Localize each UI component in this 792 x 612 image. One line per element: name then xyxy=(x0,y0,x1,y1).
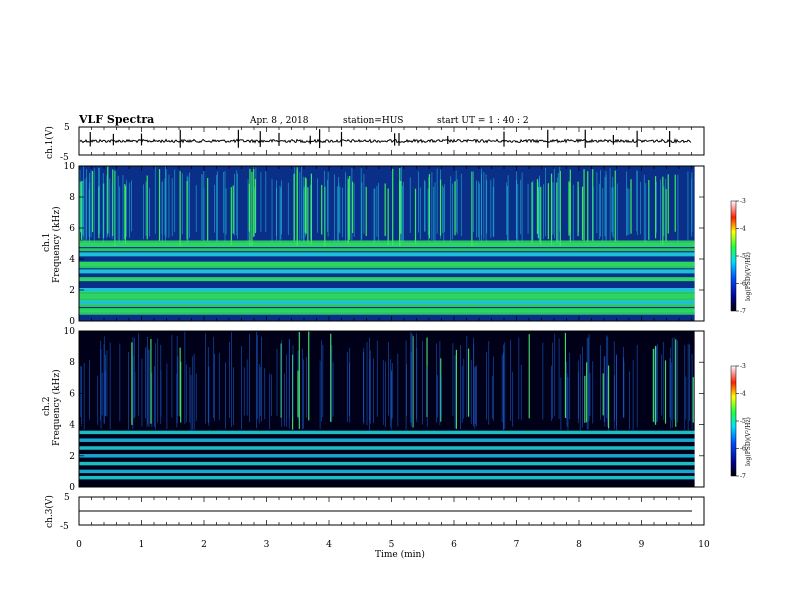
start-time-label: start UT = 1 : 40 : 2 xyxy=(437,116,529,126)
freq-tick-label: 0 xyxy=(69,317,75,327)
spectral-band xyxy=(79,243,695,248)
ch2-spectrogram-image xyxy=(79,331,704,487)
hum-band xyxy=(79,311,695,315)
spectral-band xyxy=(79,475,695,480)
ch3-ytick-top: 5 xyxy=(64,493,70,503)
colorbar-tick-label: -3 xyxy=(740,363,746,370)
ch2-colorbar-scale xyxy=(730,365,737,477)
hum-band xyxy=(79,291,695,295)
freq-tick-label: 6 xyxy=(69,224,75,234)
ch3-waveform-ylabel: ch.3(V) xyxy=(44,495,55,528)
time-tick-label: 8 xyxy=(576,540,582,550)
hum-band xyxy=(79,304,695,307)
spectral-band xyxy=(79,277,695,282)
ch1-freq-ticks: 0 2 4 6 8 10 xyxy=(64,162,704,327)
spectral-band xyxy=(79,446,695,450)
colorbar-tick-label: -6 xyxy=(740,281,746,288)
ch1-spectrogram-ylabel-top: ch.1 xyxy=(42,233,52,252)
time-tick-label: 2 xyxy=(201,540,207,550)
ch1-colorbar-ticks: -3 -4 -5 -6 -7 xyxy=(736,198,746,315)
spectral-band xyxy=(79,461,695,466)
hum-band xyxy=(79,240,695,244)
spectral-band xyxy=(79,308,695,313)
ch3-ytick-bottom: -5 xyxy=(60,522,69,532)
station-label: station=HUS xyxy=(343,116,403,126)
time-tick-label: 4 xyxy=(326,540,332,550)
time-tick-label: 6 xyxy=(451,540,457,550)
ch2-spectrogram-ylabel-top: ch.2 xyxy=(42,397,52,416)
spectral-band xyxy=(79,261,695,266)
ch2-freq-ticks: 0 2 4 6 8 10 xyxy=(64,327,704,493)
freq-tick-label: 10 xyxy=(64,327,76,337)
ch1-waveform-panel: 5 -5 ch.1(V) xyxy=(44,123,705,163)
colorbar-tick-label: -7 xyxy=(740,473,746,480)
time-tick-label: 7 xyxy=(514,540,520,550)
spectral-band xyxy=(79,300,695,305)
time-axis-ticks xyxy=(78,127,705,525)
ch1-colorbar-label: log(PSD)(V²/Hz) xyxy=(745,252,752,301)
ch1-spectrogram-image xyxy=(79,166,704,321)
time-axis-label: Time (min) xyxy=(375,549,425,560)
ch1-waveform-trace xyxy=(79,129,692,149)
ch2-spectrogram-ylabel: Frequency (kHz) xyxy=(51,369,62,446)
time-tick-label: 0 xyxy=(76,540,82,550)
time-tick-label: 3 xyxy=(264,540,270,550)
hum-band xyxy=(79,297,695,301)
no-data-region xyxy=(694,331,704,487)
ch1-ytick-bottom: -5 xyxy=(60,153,69,163)
hum-band xyxy=(79,248,695,252)
figure-title: VLF Spectra xyxy=(78,113,154,126)
no-data-region xyxy=(694,166,704,321)
colorbar-tick-label: -6 xyxy=(740,446,746,453)
ch1-waveform-ylabel: ch.1(V) xyxy=(44,126,55,159)
spectral-band xyxy=(79,469,695,474)
freq-tick-label: 0 xyxy=(69,483,75,493)
freq-tick-label: 4 xyxy=(69,421,75,431)
ch1-colorbar-scale xyxy=(730,200,737,312)
time-tick-label: 5 xyxy=(389,540,395,550)
freq-tick-label: 10 xyxy=(64,162,76,172)
time-tick-label: 10 xyxy=(698,540,710,550)
ch2-colorbar-ticks: -3 -4 -5 -6 -7 xyxy=(736,363,746,480)
date-label: Apr. 8 , 2018 xyxy=(249,116,309,126)
ch1-colorbar: -3 -4 -5 -6 -7 log(PSD)(V²/Hz) xyxy=(730,198,752,315)
freq-tick-label: 2 xyxy=(69,452,75,462)
time-tick-label: 9 xyxy=(639,540,645,550)
ch1-spectrogram-ylabel: Frequency (kHz) xyxy=(51,206,62,283)
freq-tick-label: 8 xyxy=(69,193,75,203)
spectral-band xyxy=(79,288,695,292)
spectral-band xyxy=(79,269,695,274)
colorbar-tick-label: -5 xyxy=(740,418,746,425)
ch1-ytick-top: 5 xyxy=(64,123,70,133)
time-axis-tick-labels: 0 1 2 3 4 5 6 7 8 9 10 xyxy=(76,540,710,550)
colorbar-tick-label: -5 xyxy=(740,253,746,260)
freq-tick-label: 4 xyxy=(69,255,75,265)
freq-tick-label: 2 xyxy=(69,286,75,296)
ch2-colorbar-label: log(PSD)(V²/Hz) xyxy=(745,417,752,466)
time-tick-label: 1 xyxy=(139,540,145,550)
freq-tick-label: 8 xyxy=(69,358,75,368)
hum-band xyxy=(79,265,695,269)
spectral-band xyxy=(79,430,695,435)
spectral-band xyxy=(79,438,695,442)
ch3-waveform-panel: 5 -5 ch.3(V) xyxy=(44,493,705,532)
spectral-band xyxy=(79,252,695,257)
ch1-waveform-line xyxy=(79,137,692,144)
colorbar-tick-label: -4 xyxy=(740,226,746,233)
ch1-spectrogram-panel: 0 2 4 6 8 10 ch.1 Frequency (kHz) xyxy=(42,162,705,327)
colorbar-tick-label: -4 xyxy=(740,391,746,398)
spectral-band xyxy=(79,454,695,458)
spectral-band xyxy=(79,294,695,299)
ch2-colorbar: -3 -4 -5 -6 -7 log(PSD)(V²/Hz) xyxy=(730,363,752,480)
freq-tick-label: 6 xyxy=(69,389,75,399)
colorbar-tick-label: -3 xyxy=(740,198,746,205)
ch2-spectrogram-panel: 0 2 4 6 8 10 ch.2 Frequency (kHz) xyxy=(42,327,705,493)
colorbar-tick-label: -7 xyxy=(740,308,746,315)
